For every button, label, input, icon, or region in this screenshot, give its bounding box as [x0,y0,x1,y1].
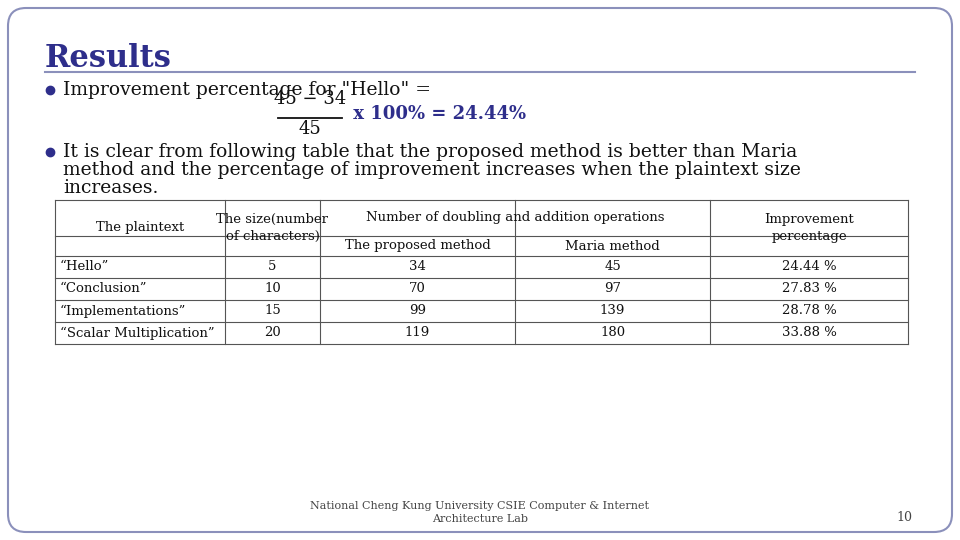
Text: 27.83 %: 27.83 % [781,282,836,295]
Bar [55,200,908,344]
Text: 70: 70 [409,282,426,295]
FancyBboxPatch shape [8,8,952,532]
Text: The size(number
of characters): The size(number of characters) [217,213,328,243]
Text: Number of doubling and addition operations: Number of doubling and addition operatio… [366,212,664,225]
Text: 33.88 %: 33.88 % [781,327,836,340]
Text: “Conclusion”: “Conclusion” [60,282,148,295]
Text: 5: 5 [268,260,276,273]
Text: 10: 10 [896,511,912,524]
Text: It is clear from following table that the proposed method is better than Maria: It is clear from following table that th… [63,143,797,161]
Text: 28.78 %: 28.78 % [781,305,836,318]
Text: 34: 34 [409,260,426,273]
Text: 99: 99 [409,305,426,318]
Text: 20: 20 [264,327,281,340]
Text: 119: 119 [405,327,430,340]
Text: 45: 45 [604,260,621,273]
Text: 180: 180 [600,327,625,340]
Text: Improvement percentage for "Hello" =: Improvement percentage for "Hello" = [63,81,431,99]
Text: Improvement
percentage: Improvement percentage [764,213,853,243]
Text: 45 − 34: 45 − 34 [274,90,347,108]
Text: The plaintext: The plaintext [96,221,184,234]
Text: method and the percentage of improvement increases when the plaintext size: method and the percentage of improvement… [63,161,801,179]
Text: “Hello”: “Hello” [60,260,109,273]
Text: The proposed method: The proposed method [345,240,491,253]
Text: increases.: increases. [63,179,158,197]
Text: National Cheng Kung University CSIE Computer & Internet
Architecture Lab: National Cheng Kung University CSIE Comp… [310,501,650,524]
Text: Maria method: Maria method [565,240,660,253]
Text: 97: 97 [604,282,621,295]
Text: Results: Results [45,43,172,74]
Text: 139: 139 [600,305,625,318]
Text: 15: 15 [264,305,281,318]
Text: “Scalar Multiplication”: “Scalar Multiplication” [60,326,215,340]
Text: 24.44 %: 24.44 % [781,260,836,273]
Text: 10: 10 [264,282,281,295]
Text: “Implementations”: “Implementations” [60,305,186,318]
Text: x 100% = 24.44%: x 100% = 24.44% [347,105,526,123]
Text: 45: 45 [299,120,322,138]
